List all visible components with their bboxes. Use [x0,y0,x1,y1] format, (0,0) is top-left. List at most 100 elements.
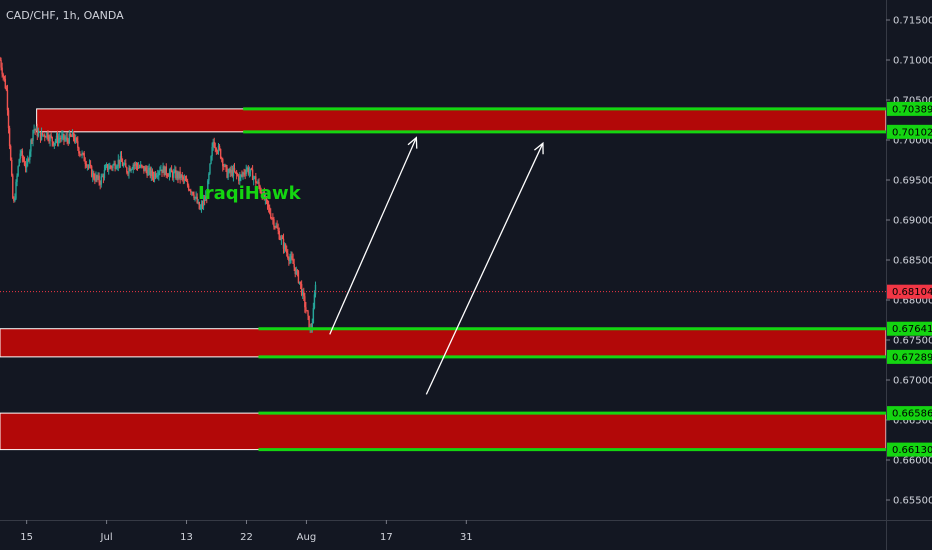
candle-body-106 [111,166,113,168]
candle-body-261 [276,225,278,229]
candle-body-251 [265,196,268,201]
candle-body-45 [46,132,48,138]
candle-body-10 [8,128,11,147]
candle-body-47 [48,138,50,142]
time-axis[interactable]: 15 Jul 13 22 Aug 17 31 [20,520,473,543]
candle-body-256 [271,218,273,219]
price-tick-label-2: 0.71000 [893,56,932,67]
candle-body-149 [157,175,159,177]
candle-body-115 [120,156,123,162]
candle-body-108 [113,163,115,166]
candle-body-255 [270,213,272,219]
candle-body-227 [240,174,242,177]
candle-body-120 [126,167,128,173]
candle-body-56 [57,138,60,143]
candle-body-26 [25,163,28,168]
candle-body-137 [144,167,146,172]
candle-body-152 [160,169,162,171]
price-axis[interactable]: 0.71500 0.71000 0.70500 0.70000 0.69500 0.690… [886,16,932,507]
current-price-tag-bg [887,284,932,299]
candle-body-291 [308,315,310,330]
candle-body-86 [89,164,92,167]
candle-body-78 [81,153,83,156]
zone-1-top-tag-label: 0.70389 [892,104,932,115]
zone-2-bottom-tag-label: 0.67289 [892,352,932,363]
candle-body-61 [63,133,65,140]
candle-body-231 [244,173,246,175]
candle-body-176 [185,180,188,182]
candle-body-14 [13,198,15,201]
time-tick-label-3: 13 [180,532,193,543]
candle-body-4 [2,74,4,77]
candle-body-202 [213,141,215,148]
candle-body-239 [252,177,255,181]
candle-body-197 [208,173,210,181]
candle-body-107 [112,165,114,168]
candle-body-215 [227,172,229,178]
candle-body-92 [96,175,98,179]
candle-body-100 [104,166,107,170]
candle-body-170 [179,171,181,179]
candle-body-191 [201,204,204,207]
candle-body-164 [173,172,175,178]
candle-body-214 [226,167,228,178]
candle-body-249 [263,191,266,200]
candle-body-173 [182,176,185,180]
candle-body-99 [103,169,106,178]
price-tick-label-8: 0.68000 [893,296,932,307]
candle-body-190 [200,204,203,208]
time-tick-label-6: 17 [380,532,393,543]
candle-body-5 [3,76,5,79]
candle-body-286 [303,290,305,297]
candle-body-184 [194,197,196,199]
candle-body-283 [299,281,302,285]
candle-body-201 [212,141,214,147]
candle-body-50 [51,136,53,142]
price-tick-label-7: 0.68500 [893,256,932,267]
candle-body-237 [250,168,253,170]
candle-body-84 [87,165,90,167]
candle-body-193 [203,199,206,202]
candle-body-27 [27,159,29,164]
candle-body-252 [266,200,269,205]
candle-body-59 [61,135,63,139]
candle-body-91 [95,175,97,181]
candle-body-185 [195,196,197,198]
candle-body-273 [289,258,291,261]
candle-body-266 [281,237,284,239]
candle-body-136 [143,166,145,172]
candle-body-54 [55,135,58,141]
candle-body-245 [259,186,261,192]
price-tick-label-1: 0.71500 [893,16,932,27]
chart-title: CAD/CHF, 1h, OANDA [6,9,124,22]
candle-body-274 [290,255,292,259]
candle-body-242 [256,182,258,184]
time-tick-label-5: Aug [297,532,317,543]
zone-2-top-tag-label: 0.67641 [892,324,932,335]
candle-body-195 [206,195,208,198]
price-tick-label-5: 0.69500 [893,176,932,187]
candle-body-209 [220,158,223,160]
candle-body-276 [292,259,294,264]
candle-body-79 [82,153,84,154]
candle-body-74 [77,141,79,148]
candle-body-297 [314,284,317,295]
candle-body-85 [88,164,91,167]
time-tick-label-2: Jul [100,532,113,543]
candle-body-187 [197,202,199,204]
zone-3 [0,412,887,451]
candle-body-179 [189,189,191,191]
candle-body-127 [133,164,135,166]
candle-body-294 [311,323,313,329]
candle-body-211 [223,166,225,168]
candle-body-131 [137,166,140,169]
candle-body-186 [196,196,198,204]
candle-body-277 [293,263,295,268]
candle-body-102 [106,164,109,171]
price-tick-label-6: 0.69000 [893,216,932,227]
candle-body-287 [304,296,306,308]
candle-body-142 [149,168,151,177]
candle-body-119 [125,163,127,168]
candle-body-112 [117,159,120,167]
